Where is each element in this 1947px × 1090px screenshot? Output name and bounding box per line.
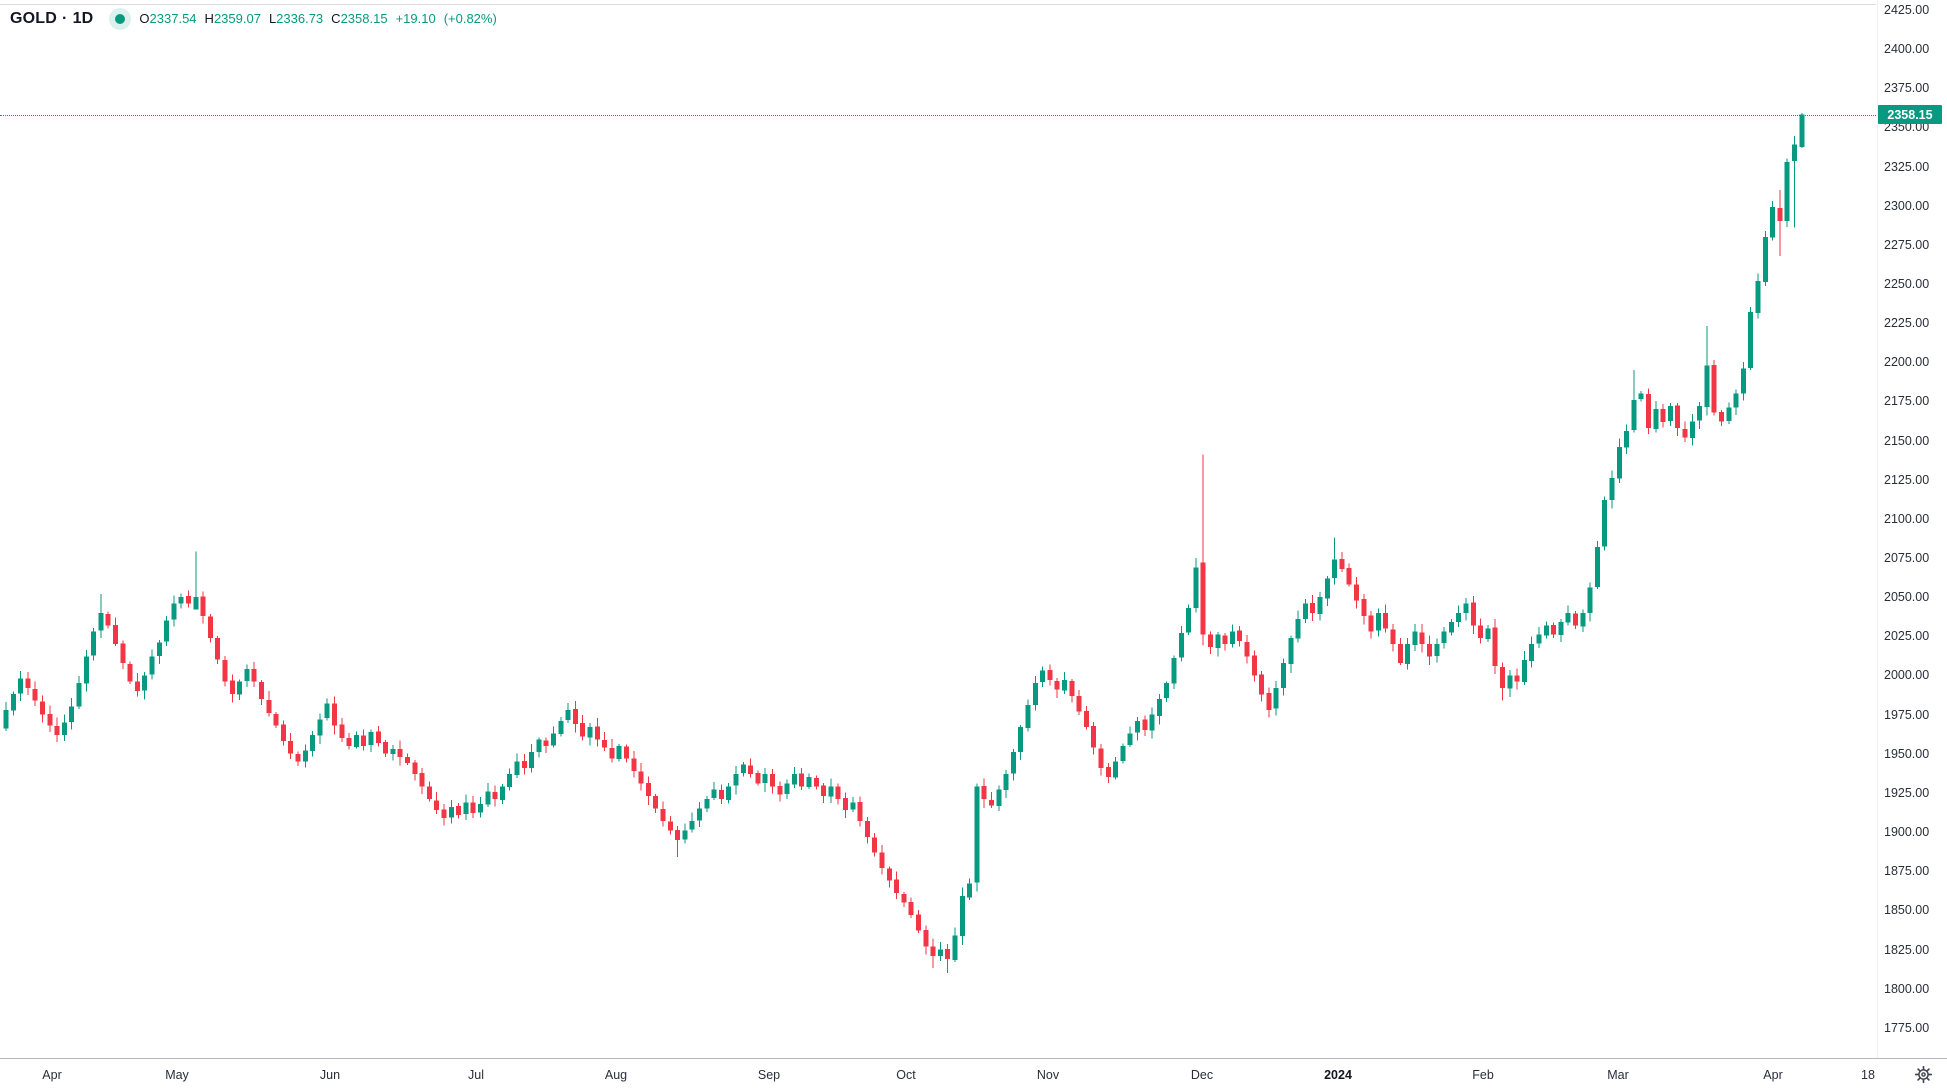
time-tick-label: Mar	[1607, 1067, 1629, 1082]
price-tick-label: 2050.00	[1884, 590, 1930, 605]
price-tick-label: 1775.00	[1884, 1020, 1930, 1035]
price-tick-label: 2200.00	[1884, 355, 1930, 370]
price-tick-label: 2250.00	[1884, 276, 1930, 291]
candles-canvas	[3, 113, 1805, 973]
price-tick-label: 2225.00	[1884, 316, 1930, 331]
time-tick-label: May	[165, 1067, 189, 1082]
price-tick-label: 2125.00	[1884, 472, 1930, 487]
open-label: O	[139, 11, 150, 26]
price-tick-label: 1925.00	[1884, 785, 1930, 800]
price-tick-label: 1950.00	[1884, 746, 1930, 761]
symbol-title[interactable]: GOLD · 1D	[10, 10, 93, 28]
price-tick-label: 1850.00	[1884, 903, 1930, 918]
time-tick-label: 2024	[1324, 1067, 1352, 1082]
price-tick-label: 2275.00	[1884, 237, 1930, 252]
time-tick-label: Nov	[1036, 1067, 1060, 1082]
price-tick-label: 2425.00	[1884, 2, 1930, 17]
gear-icon	[1915, 1066, 1932, 1083]
time-tick-label: Aug	[604, 1067, 628, 1082]
time-tick-label: Apr	[42, 1067, 62, 1082]
last-price-label: 2358.15	[1878, 105, 1942, 125]
close-value: 2358.15	[340, 11, 388, 26]
price-tick-label: 2400.00	[1884, 42, 1930, 56]
symbol-legend: GOLD · 1D O 2337.54 H 2359.07 L 2336.73 C 23…	[10, 8, 497, 30]
price-tick-label: 2375.00	[1884, 81, 1930, 96]
close-label: C	[331, 11, 341, 26]
time-tick-label: Feb	[1472, 1067, 1494, 1082]
candlestick-chart[interactable]: GOLD · 1D O 2337.54 H 2359.07 L 2336.73 C 23…	[0, 0, 1876, 1058]
price-tick-label: 1900.00	[1884, 825, 1930, 839]
last-price-line	[0, 114, 1876, 116]
time-tick-label: Jul	[468, 1067, 484, 1082]
time-axis[interactable]: Apr May Jun Jul Aug Sep Oct Nov Dec 2024 Feb Mar Apr…	[0, 1058, 1947, 1090]
price-tick-label: 2300.00	[1884, 198, 1930, 213]
time-tick-label: Apr	[1763, 1067, 1783, 1082]
interval-label: 1D	[72, 10, 94, 27]
ohlc-readout: O 2337.54 H 2359.07 L 2336.73 C 2358.15 +19.…	[139, 8, 496, 30]
price-tick-label: 1875.00	[1884, 864, 1930, 879]
pane-top-border	[0, 4, 1876, 5]
high-label: H	[204, 11, 214, 26]
symbol-name: GOLD	[10, 10, 58, 27]
price-tick-label: 2000.00	[1884, 668, 1930, 683]
status-dot-core-icon	[115, 14, 126, 24]
price-tick-label: 2025.00	[1884, 629, 1930, 644]
price-tick-label: 2100.00	[1884, 511, 1930, 526]
price-tick-label: 1825.00	[1884, 942, 1930, 957]
change-percent: (+0.82%)	[443, 11, 497, 26]
change-value: +19.10	[395, 11, 436, 26]
price-tick-label: 2175.00	[1884, 394, 1930, 409]
settings-button[interactable]	[1914, 1065, 1933, 1084]
price-tick-label: 2325.00	[1884, 159, 1930, 174]
time-tick-label: Sep	[757, 1067, 781, 1082]
market-status-dot[interactable]	[109, 8, 132, 30]
price-tick-label: 2075.00	[1884, 551, 1930, 565]
open-value: 2337.54	[149, 11, 197, 26]
price-axis[interactable]: 2358.15 2425.00 2400.00 2375.00 2350.00 2325…	[1877, 0, 1947, 1058]
low-value: 2336.73	[276, 11, 324, 26]
price-tick-label: 1800.00	[1884, 981, 1930, 996]
high-value: 2359.07	[213, 11, 261, 26]
title-separator: ·	[62, 10, 68, 27]
low-label: L	[268, 11, 277, 26]
price-tick-label: 2150.00	[1884, 433, 1930, 448]
time-tick-label: Dec	[1190, 1067, 1214, 1082]
price-tick-label: 1975.00	[1884, 707, 1930, 722]
time-tick-label: Jun	[319, 1067, 341, 1082]
time-tick-label: Oct	[896, 1067, 916, 1082]
time-tick-label: 18	[1861, 1067, 1875, 1082]
